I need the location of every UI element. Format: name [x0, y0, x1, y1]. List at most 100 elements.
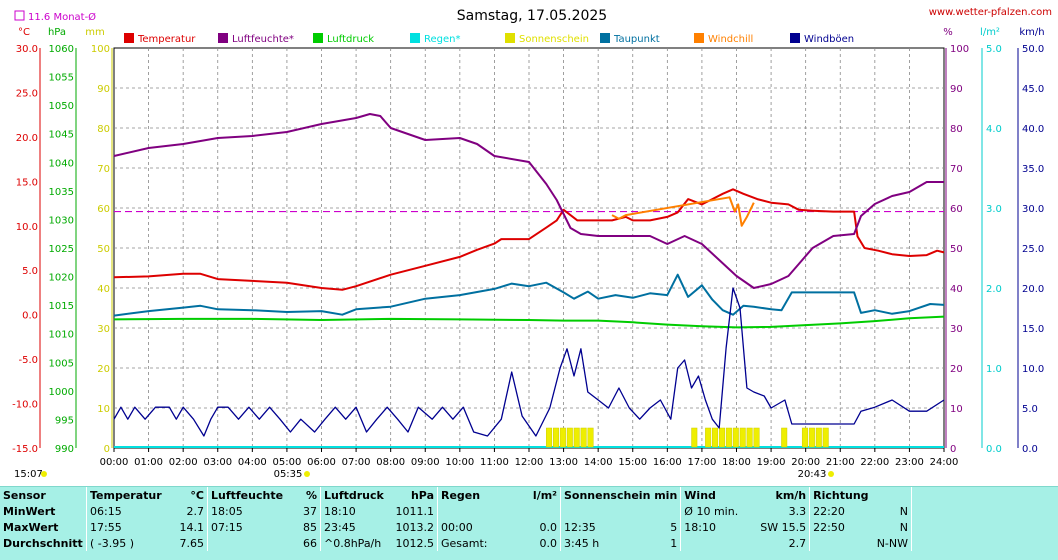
axis-tick-label: 0.0: [22, 311, 38, 322]
axis-tick-label: 3.0: [986, 204, 1002, 215]
axis-tick-label: 0: [104, 444, 110, 455]
axis-tick-label: 990: [55, 444, 74, 455]
stats-max-row: MaxWert 17:55 14.1 07:15 85 23:45 1013.2…: [0, 519, 1058, 535]
axis-tick-label: 20.0: [16, 133, 38, 144]
x-tick-label: 14:00: [584, 457, 613, 468]
axis-tick-label: 50: [97, 244, 110, 255]
x-tick-label: 01:00: [134, 457, 163, 468]
sunset-time: 20:43: [798, 469, 827, 480]
axis-tick-label: 1035: [49, 187, 74, 198]
max-dir-value: N: [899, 520, 908, 534]
hdr-pressure-unit: hPa: [410, 488, 434, 502]
stats-min-row: MinWert 06:15 2.7 18:05 37 18:10 1011.1 …: [0, 503, 1058, 519]
axis-tick-label: 70: [97, 164, 110, 175]
series-line: [113, 315, 945, 329]
hdr-humidity-unit: %: [305, 488, 317, 502]
chart-title: Samstag, 17.05.2025: [457, 8, 607, 24]
avg-sun-total: 3:45 h: [560, 535, 652, 551]
axis-tick-label: 15.0: [1022, 324, 1044, 335]
x-tick-label: 19:00: [757, 457, 786, 468]
legend-swatch: [694, 33, 704, 43]
axis-tick-label: 100: [950, 44, 969, 55]
sunset-icon: [828, 471, 834, 477]
axis-tick-label: 1060: [49, 44, 74, 55]
sunshine-bar: [566, 427, 573, 448]
axis-tick-label: 1030: [49, 215, 74, 226]
axis-tick-label: 45.0: [1022, 84, 1044, 95]
axis-tick-label: 5.0: [22, 266, 38, 277]
sunshine-bar: [691, 427, 698, 448]
max-press-value: 1013.2: [395, 520, 435, 534]
legend-swatch: [218, 33, 228, 43]
sunshine-bar: [718, 427, 725, 448]
legend-label: Taupunkt: [613, 34, 660, 45]
sunshine-bar: [705, 427, 712, 448]
axis-tick-label: 20: [950, 364, 963, 375]
max-sun-value: 5: [670, 520, 678, 534]
axis-tick-label: 100: [91, 44, 110, 55]
max-hum-time: 07:15: [207, 519, 294, 535]
avg-hum-value: 66: [303, 536, 317, 550]
min-hum-time: 18:05: [207, 503, 294, 519]
max-temp-time: 17:55: [86, 519, 171, 535]
min-temp-time: 06:15: [86, 503, 171, 519]
axis-tick-label: 50.0: [1022, 44, 1044, 55]
series-line: [113, 287, 945, 437]
axis-tick-label: 5.0: [986, 44, 1002, 55]
series-line: [113, 273, 945, 317]
axis-tick-label: 35.0: [1022, 164, 1044, 175]
row-label-min: MinWert: [3, 504, 56, 518]
avg-rain-label: Gesamt:: [437, 535, 514, 551]
avg-press-value: 1012.5: [395, 536, 435, 550]
axis-tick-label: -10.0: [12, 400, 38, 411]
month-avg-marker: [14, 10, 25, 21]
sunshine-bar: [822, 427, 829, 448]
hdr-rain: Regen: [437, 487, 514, 503]
avg-sun-value: 1: [670, 536, 678, 550]
axis-tick-label: 1.0: [986, 364, 1002, 375]
x-tick-label: 17:00: [688, 457, 717, 468]
axis-tick-label: 80: [950, 124, 963, 135]
sunshine-bar: [815, 427, 822, 448]
legend-swatch: [124, 33, 134, 43]
series-line: [113, 188, 945, 291]
min-rain-time: [437, 503, 514, 519]
axis-tick-label: 1025: [49, 244, 74, 255]
x-tick-label: 12:00: [515, 457, 544, 468]
sunshine-bar: [732, 427, 739, 448]
hdr-sunshine: Sonnenschein min: [559, 487, 681, 503]
avg-hum-note: [207, 535, 294, 551]
series-lines: [113, 113, 945, 437]
legend-label: Sonnenschein: [519, 34, 589, 45]
avg-rain-value: 0.0: [539, 536, 558, 550]
axis-tick-label: 1055: [49, 73, 74, 84]
max-rain-value: 0.0: [539, 520, 558, 534]
axis-tick-label: 10.0: [1022, 364, 1044, 375]
unit-mm: mm: [85, 27, 104, 38]
x-tick-label: 04:00: [238, 457, 267, 468]
axis-tick-label: 25.0: [1022, 244, 1044, 255]
min-dir-value: N: [899, 504, 908, 518]
sun-icon: [41, 471, 47, 477]
axis-tick-label: -5.0: [18, 355, 38, 366]
x-tick-label: 23:00: [895, 457, 924, 468]
min-rain-value: [514, 503, 561, 519]
legend-swatch: [505, 33, 515, 43]
axis-tick-label: -15.0: [12, 444, 38, 455]
hdr-temperature: Temperatur: [86, 487, 171, 503]
legend-swatch: [410, 33, 420, 43]
x-tick-label: 15:00: [618, 457, 647, 468]
axis-tick-label: 10.0: [16, 222, 38, 233]
sunshine-bar: [559, 427, 566, 448]
sunshine-bar: [781, 427, 788, 448]
legend-label: Regen*: [424, 34, 461, 45]
axis-tick-label: 1020: [49, 273, 74, 284]
axis-tick-label: 10: [950, 404, 963, 415]
axis-tick-label: 20: [97, 364, 110, 375]
hdr-rain-unit: l/m²: [532, 488, 557, 502]
grid: [114, 48, 944, 448]
max-temp-value: 14.1: [179, 520, 205, 534]
site-link[interactable]: www.wetter-pfalzen.com: [929, 7, 1052, 18]
axis-tick-label: 995: [55, 415, 74, 426]
stats-avg-row: Durchschnitt ( -3.95 ) 7.65 66 ^0.8hPa/h…: [0, 535, 1058, 551]
